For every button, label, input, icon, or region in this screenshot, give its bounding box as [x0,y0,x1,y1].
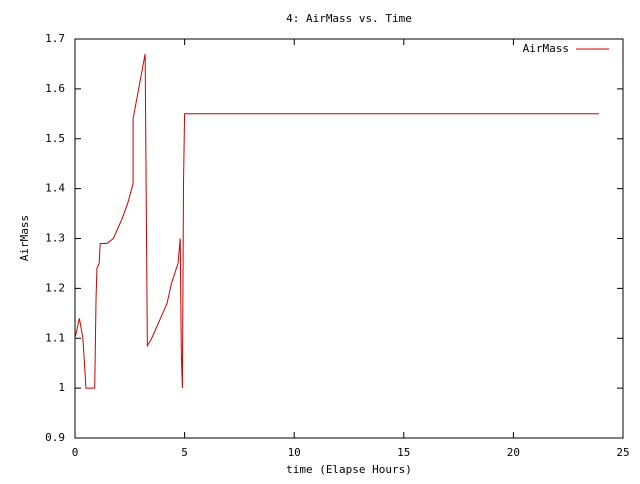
x-tick-label: 5 [181,446,188,459]
y-tick-label: 1.2 [45,281,65,294]
plot-border [74,38,624,439]
y-tick-label: 1.3 [45,232,65,245]
y-tick-label: 1.6 [45,82,65,95]
y-tick-label: 1 [58,381,65,394]
y-tick-label: 1.1 [45,331,65,344]
x-tick-label: 15 [397,446,410,459]
x-tick-label: 25 [616,446,629,459]
x-tick-label: 20 [507,446,520,459]
y-tick-label: 1.4 [45,182,65,195]
x-tick-label: 0 [72,446,79,459]
x-tick-label: 10 [288,446,301,459]
y-tick-label: 1.7 [45,32,65,45]
x-axis-label: time (Elapse Hours) [286,463,412,476]
legend-label: AirMass [523,42,569,55]
y-tick-label: 0.9 [45,431,65,444]
y-axis-label: AirMass [18,215,31,261]
data-line [74,53,599,389]
y-tick-label: 1.5 [45,132,65,145]
chart-title: 4: AirMass vs. Time [286,12,412,25]
